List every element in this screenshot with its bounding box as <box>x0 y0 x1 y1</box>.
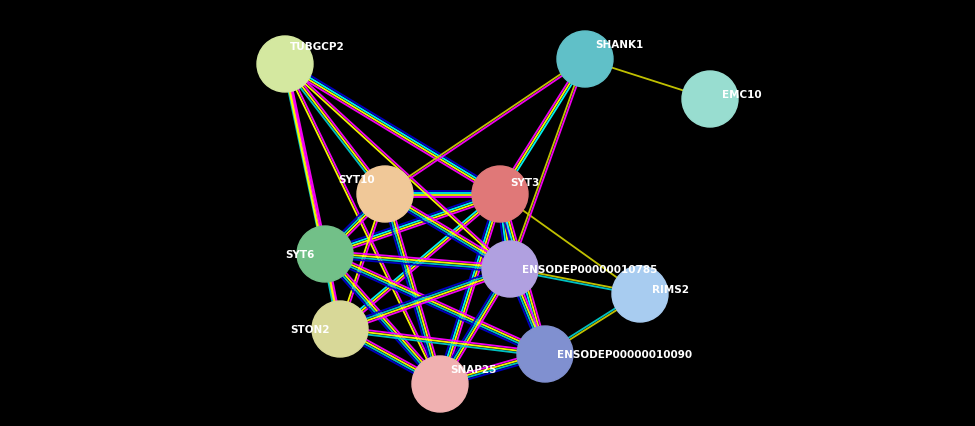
Text: ENSODEP00000010090: ENSODEP00000010090 <box>557 349 692 359</box>
Text: SYT3: SYT3 <box>510 178 539 187</box>
Circle shape <box>482 242 538 297</box>
Text: TUBGCP2: TUBGCP2 <box>290 42 345 52</box>
Circle shape <box>357 167 413 222</box>
Text: SYT6: SYT6 <box>286 249 315 259</box>
Circle shape <box>312 301 368 357</box>
Circle shape <box>297 227 353 282</box>
Text: SHANK1: SHANK1 <box>595 40 644 50</box>
Text: STON2: STON2 <box>291 324 330 334</box>
Text: SNAP25: SNAP25 <box>450 364 496 374</box>
Circle shape <box>257 37 313 93</box>
Text: SYT10: SYT10 <box>338 175 375 184</box>
Text: EMC10: EMC10 <box>722 90 761 100</box>
Circle shape <box>612 266 668 322</box>
Circle shape <box>472 167 528 222</box>
Circle shape <box>682 72 738 128</box>
Circle shape <box>557 32 613 88</box>
Text: ENSODEP00000010785: ENSODEP00000010785 <box>522 265 657 274</box>
Text: RIMS2: RIMS2 <box>652 284 689 294</box>
Circle shape <box>412 356 468 412</box>
Circle shape <box>517 326 573 382</box>
